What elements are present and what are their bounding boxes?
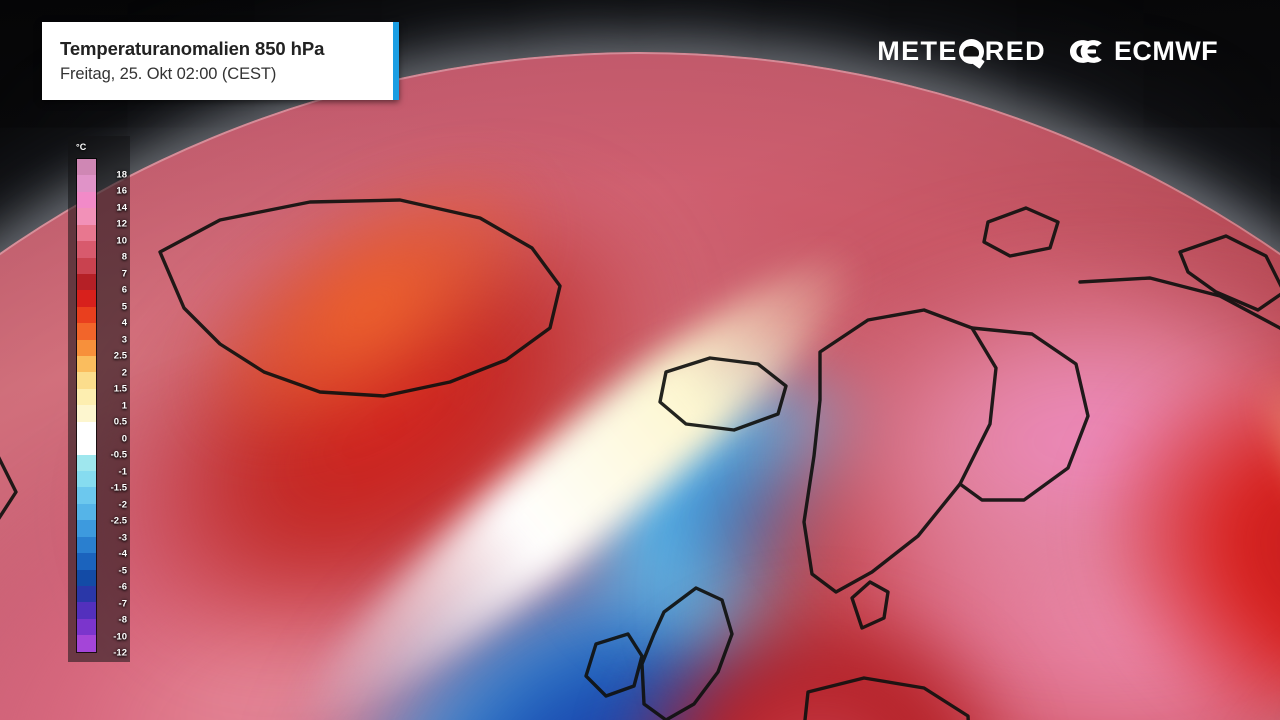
- legend-swatch: [77, 257, 96, 274]
- legend-unit-label: °C: [76, 142, 87, 152]
- legend-swatch: [77, 421, 96, 439]
- ecmwf-wordmark: ECMWF: [1114, 35, 1218, 66]
- legend-tick: 3: [121, 333, 127, 345]
- legend-swatch: [77, 569, 96, 586]
- ecmwf-globe-icon: [1070, 39, 1102, 63]
- legend-swatch: [77, 405, 96, 422]
- legend-tick: 12: [116, 218, 127, 230]
- legend-tick: 8: [121, 251, 127, 263]
- map-timestamp: Freitag, 25. Okt 02:00 (CEST): [60, 65, 277, 83]
- legend-tick: -7: [118, 597, 127, 609]
- legend-tick: -0.5: [110, 449, 127, 461]
- legend-tick: -1.5: [110, 482, 127, 494]
- meteored-logo: METE RED: [877, 35, 1047, 69]
- legend-tick: 2: [121, 366, 127, 378]
- legend-swatch: [77, 454, 96, 472]
- legend-swatch: [77, 323, 96, 340]
- globe-limb-shading: [0, 52, 1280, 720]
- colorbar-legend: °C 18 16 14 12 10 8 7 6 5 4 3 2.5 2 1.5 1 0.5 0 -0.5 -1 -1.…: [68, 136, 130, 662]
- legend-color-bar: [76, 158, 97, 653]
- legend-tick-labels: 18 16 14 12 10 8 7 6 5 4 3 2.5 2 1.5 1 0.5 0 -0.5 -1 -1.5 -2…: [99, 158, 128, 658]
- legend-tick: 5: [121, 300, 127, 312]
- legend-tick: -2.5: [110, 515, 127, 527]
- legend-swatch: [77, 159, 96, 176]
- legend-tick: 10: [116, 234, 127, 246]
- title-accent-bar: [393, 22, 399, 100]
- legend-swatch: [77, 618, 96, 636]
- legend-swatch: [77, 487, 96, 504]
- legend-tick: 6: [121, 284, 127, 296]
- legend-tick: -5: [118, 564, 127, 576]
- legend-tick: 16: [116, 185, 127, 197]
- legend-swatch: [77, 208, 96, 225]
- brand-bar: METE RED ECMWF: [877, 32, 1218, 70]
- legend-swatch: [77, 520, 96, 537]
- globe-surface: [0, 52, 1280, 720]
- legend-tick: -3: [118, 531, 127, 543]
- map-title: Temperaturanomalien 850 hPa: [60, 38, 325, 59]
- legend-tick: -4: [118, 548, 127, 560]
- legend-tick: -2: [118, 498, 127, 510]
- legend-tick: -6: [118, 581, 127, 593]
- legend-swatch: [77, 602, 96, 619]
- legend-tick: 0.5: [113, 416, 127, 428]
- meteored-logo-suffix: RED: [984, 35, 1047, 66]
- legend-swatch: [77, 175, 96, 192]
- meteored-cloud-icon: [958, 38, 985, 69]
- meteored-logo-prefix: METE: [877, 35, 958, 66]
- legend-swatch: [77, 241, 96, 258]
- legend-swatch: [77, 635, 96, 652]
- legend-tick: 1.5: [113, 383, 127, 395]
- legend-tick: -10: [113, 630, 127, 642]
- legend-tick: 7: [121, 267, 127, 279]
- legend-swatch: [77, 503, 96, 521]
- legend-tick: 18: [116, 168, 127, 180]
- legend-tick: 14: [116, 201, 127, 213]
- legend-tick: -1: [118, 465, 127, 477]
- legend-tick: 1: [121, 399, 127, 411]
- legend-swatch: [77, 224, 96, 242]
- ecmwf-logo: ECMWF: [1068, 35, 1218, 66]
- legend-swatch: [77, 471, 96, 488]
- legend-swatch: [77, 553, 96, 570]
- legend-swatch: [77, 306, 96, 324]
- legend-swatch: [77, 438, 96, 455]
- legend-swatch: [77, 536, 96, 554]
- legend-swatch: [77, 372, 96, 389]
- legend-swatch: [77, 356, 96, 373]
- legend-tick: 2.5: [113, 350, 127, 362]
- legend-tick: 0: [121, 432, 127, 444]
- map-title-card: Temperaturanomalien 850 hPa Freitag, 25.…: [42, 22, 399, 100]
- legend-swatch: [77, 339, 96, 357]
- legend-swatch: [77, 191, 96, 209]
- legend-tick: 4: [121, 317, 127, 329]
- legend-tick: -12: [113, 647, 127, 659]
- legend-tick: -8: [118, 614, 127, 626]
- globe: [0, 52, 1280, 720]
- legend-swatch: [77, 290, 96, 307]
- legend-swatch: [77, 388, 96, 406]
- legend-swatch: [77, 585, 96, 603]
- legend-swatch: [77, 273, 96, 291]
